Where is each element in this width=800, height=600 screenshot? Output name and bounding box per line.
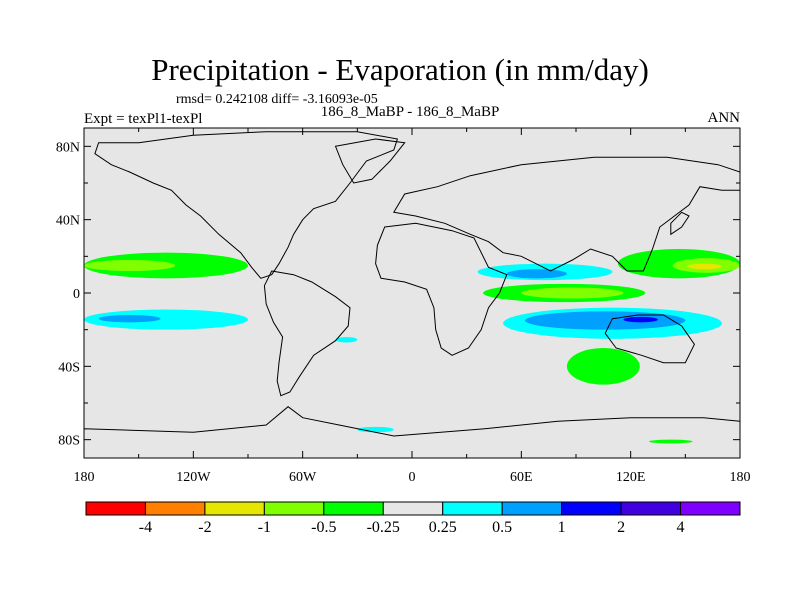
field-region-16 xyxy=(687,263,722,270)
colorbar: -4 -2 -1 -0.5 -0.25 0.25 0.5 1 2 4 xyxy=(85,501,741,536)
colorbar-label-5: 0.25 xyxy=(429,519,457,536)
field-region-1 xyxy=(84,260,176,271)
coastline-2 xyxy=(375,222,508,356)
field-region-2 xyxy=(84,309,248,330)
y-axis: 80N 40N 0 40S 80S xyxy=(56,140,740,449)
colorbar-box-5 xyxy=(382,501,444,516)
colorbar-box-4 xyxy=(323,501,384,516)
field-region-12 xyxy=(524,311,686,330)
colorbar-box-6 xyxy=(442,501,503,516)
colorbar-label-9: 4 xyxy=(677,519,685,536)
y-tick-label-1: 40N xyxy=(56,214,80,229)
field-region-6 xyxy=(648,439,693,444)
colorbar-box-1 xyxy=(144,501,206,516)
x-tick-label-5: 120E xyxy=(616,470,646,485)
colorbar-label-6: 0.5 xyxy=(492,519,512,536)
coastline-layer xyxy=(84,131,740,458)
colorbar-label-7: 1 xyxy=(558,519,566,536)
field-region-3 xyxy=(98,315,161,323)
colorbar-box-10 xyxy=(680,501,741,516)
colorbar-box-3 xyxy=(263,501,325,516)
y-tick-label-2: 0 xyxy=(73,287,80,302)
colorbar-label-4: -0.25 xyxy=(367,519,400,536)
colorbar-box-2 xyxy=(204,501,265,516)
field-region-17 xyxy=(566,348,640,385)
experiment-label: Expt = texPl1-texPl xyxy=(84,111,203,127)
case-label: 186_8_MaBP - 186_8_MaBP xyxy=(320,104,500,120)
colorbar-label-8: 2 xyxy=(617,519,625,536)
x-tick-label-6: 180 xyxy=(730,470,751,485)
y-tick-label-3: 40S xyxy=(58,360,80,375)
field-region-4 xyxy=(335,337,358,343)
colorbar-box-8 xyxy=(561,501,622,516)
stats-line: rmsd= 0.242108 diff= -3.16093e-05 xyxy=(176,92,378,107)
field-region-10 xyxy=(521,287,624,299)
coastline-4 xyxy=(604,314,695,364)
y-tick-label-0: 80N xyxy=(56,140,80,155)
colorbar-box-9 xyxy=(620,501,682,516)
coastline-5 xyxy=(84,406,740,458)
colorbar-box-0 xyxy=(85,501,146,516)
season-label: ANN xyxy=(707,110,741,126)
x-tick-label-2: 60W xyxy=(289,470,317,485)
coastline-6 xyxy=(334,138,406,184)
colorbar-label-3: -0.5 xyxy=(311,519,336,536)
coastline-0 xyxy=(94,131,399,279)
x-tick-label-0: 180 xyxy=(74,470,95,485)
field-layer xyxy=(84,248,740,444)
field-region-13 xyxy=(623,316,658,323)
y-tick-label-4: 80S xyxy=(58,434,80,449)
coastline-3 xyxy=(392,156,740,272)
coastline-1 xyxy=(263,270,351,397)
colorbar-label-2: -1 xyxy=(258,519,271,536)
x-tick-label-3: 0 xyxy=(409,470,416,485)
colorbar-label-0: -4 xyxy=(139,519,152,536)
field-region-8 xyxy=(506,269,567,279)
x-tick-label-1: 120W xyxy=(176,470,211,485)
coastline-7 xyxy=(670,211,690,236)
colorbar-box-7 xyxy=(501,501,563,516)
x-tick-label-4: 60E xyxy=(510,470,533,485)
colorbar-label-1: -2 xyxy=(198,519,211,536)
x-axis: 180 120W 60W 0 60E 120E 180 xyxy=(74,128,751,485)
chart-title: Precipitation - Evaporation (in mm/day) xyxy=(151,52,649,87)
